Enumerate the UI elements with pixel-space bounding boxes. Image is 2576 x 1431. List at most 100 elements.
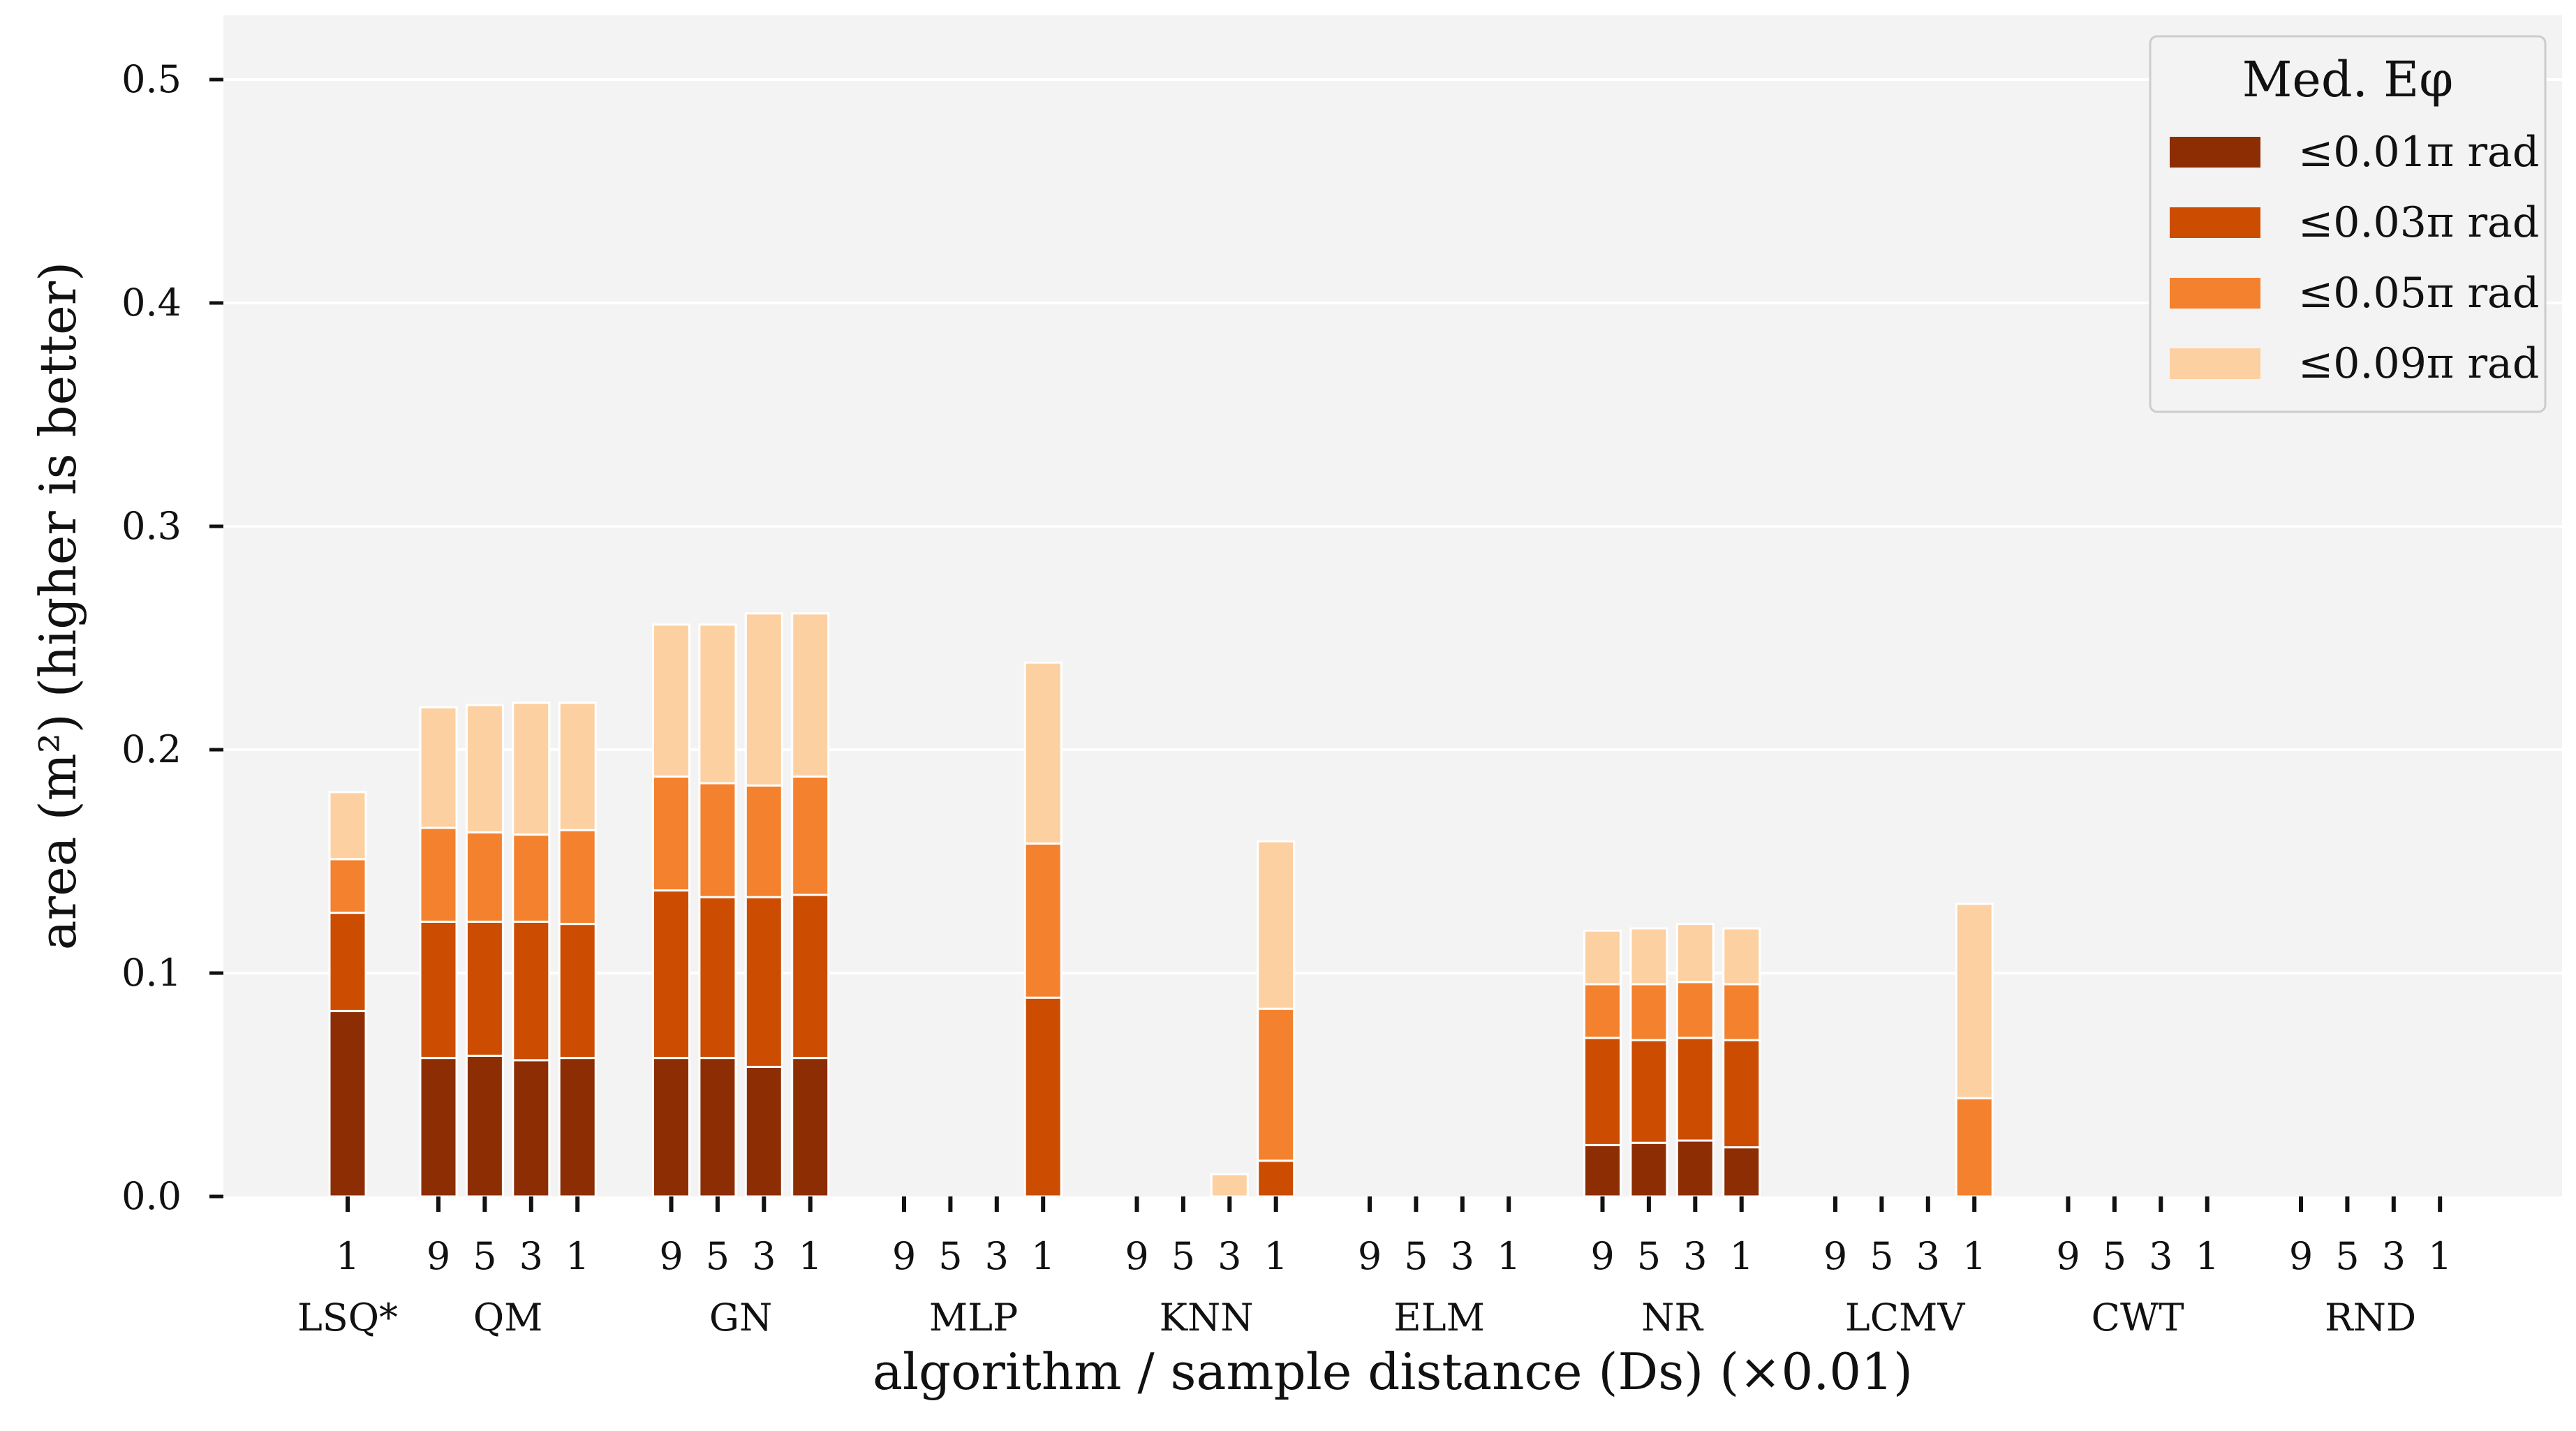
- group-label-0: LSQ*: [297, 1296, 398, 1340]
- group-label-4: KNN: [1160, 1296, 1254, 1340]
- group-label-8: CWT: [2092, 1296, 2184, 1340]
- x-tick-label-8-1: 5: [2103, 1234, 2126, 1278]
- x-tick-label-2-2: 3: [752, 1234, 776, 1278]
- bar-gn-5-seg0: [698, 1057, 737, 1198]
- bar-nr-3-seg0: [1675, 1139, 1715, 1198]
- bar-qm-3-seg0: [512, 1059, 551, 1198]
- x-tick-label-8-0: 9: [2056, 1234, 2080, 1278]
- bar-qm-3-seg3: [512, 702, 551, 836]
- bar-knn-1-seg2: [1257, 1007, 1296, 1162]
- legend-label-3: ≤0.09π rad: [2298, 339, 2539, 388]
- x-tick-label-7-1: 5: [1870, 1234, 1893, 1278]
- bar-gn-9-seg1: [652, 889, 690, 1060]
- bar-nr-9-seg2: [1583, 983, 1622, 1039]
- y-tick-label-0: 0.0: [121, 1174, 182, 1218]
- x-tick-label-4-0: 9: [1125, 1234, 1148, 1278]
- bar-knn-1-seg1: [1257, 1159, 1296, 1198]
- x-tick-label-4-1: 5: [1171, 1234, 1195, 1278]
- x-tick-label-2-1: 5: [706, 1234, 730, 1278]
- bar-gn-5-seg3: [698, 623, 737, 785]
- y-tick-label-2: 0.2: [121, 727, 182, 771]
- x-tick-label-3-1: 5: [938, 1234, 962, 1278]
- y-tick-label-5: 0.5: [121, 57, 182, 101]
- group-label-5: ELM: [1393, 1296, 1485, 1340]
- bar-mlp-1-seg2: [1023, 842, 1063, 999]
- bar-qm-3-seg2: [512, 833, 551, 923]
- bar-gn-5-seg2: [698, 782, 737, 898]
- bar-nr-9-seg0: [1583, 1143, 1622, 1198]
- x-tick-label-3-2: 3: [985, 1234, 1009, 1278]
- legend-swatch-3: [2170, 348, 2260, 379]
- x-tick-label-8-3: 1: [2196, 1234, 2219, 1278]
- bar-nr-3-seg2: [1675, 981, 1715, 1039]
- group-label-2: GN: [709, 1296, 772, 1340]
- x-tick-label-2-0: 9: [659, 1234, 683, 1278]
- bar-qm-3-seg1: [512, 920, 551, 1062]
- legend-frame: [2149, 35, 2547, 413]
- legend-swatch-1: [2170, 207, 2260, 238]
- x-tick-label-5-0: 9: [1358, 1234, 1382, 1278]
- bar-lsq-1-seg2: [328, 858, 367, 914]
- y-axis: 0.0 0.1 0.2 0.3 0.4 0.5: [121, 57, 223, 1218]
- bar-qm-1-seg3: [558, 702, 597, 831]
- bar-gn-1-seg0: [791, 1057, 830, 1198]
- x-tick-label-9-2: 3: [2382, 1234, 2406, 1278]
- bar-mlp-1-seg1: [1023, 996, 1063, 1198]
- bar-qm-9-seg0: [419, 1057, 458, 1198]
- x-tick-label-6-2: 3: [1683, 1234, 1707, 1278]
- bar-gn-3-seg3: [744, 612, 783, 787]
- group-label-3: MLP: [929, 1296, 1019, 1340]
- x-tick-label-0-0: 1: [336, 1234, 360, 1278]
- y-tick-label-4: 0.4: [121, 281, 182, 325]
- group-label-9: RND: [2325, 1296, 2416, 1340]
- x-tick-label-3-0: 9: [892, 1234, 916, 1278]
- bar-knn-3-seg3: [1210, 1173, 1249, 1198]
- bar-gn-3-seg1: [744, 896, 783, 1068]
- bar-nr-5-seg2: [1629, 983, 1668, 1041]
- bar-gn-9-seg3: [652, 623, 690, 778]
- bar-qm-9-seg2: [419, 826, 458, 923]
- bar-qm-9-seg3: [419, 706, 458, 829]
- y-axis-label: area (m²) (higher is better): [29, 262, 87, 950]
- bar-qm-5-seg0: [465, 1054, 504, 1198]
- bar-gn-9-seg2: [652, 775, 690, 892]
- bar-knn-1-seg3: [1257, 840, 1296, 1010]
- legend-swatch-0: [2170, 137, 2260, 168]
- bar-gn-9-seg0: [652, 1057, 690, 1198]
- bar-nr-9-seg3: [1583, 929, 1622, 986]
- x-tick-label-3-3: 1: [1031, 1234, 1055, 1278]
- legend-label-0: ≤0.01π rad: [2298, 128, 2539, 177]
- legend-label-2: ≤0.05π rad: [2298, 269, 2539, 318]
- x-tick-label-2-3: 1: [799, 1234, 822, 1278]
- x-tick-label-1-1: 5: [473, 1234, 496, 1278]
- x-tick-label-5-1: 5: [1404, 1234, 1428, 1278]
- bar-nr-1-seg1: [1722, 1039, 1761, 1149]
- x-tick-label-1-2: 3: [519, 1234, 543, 1278]
- bar-qm-1-seg2: [558, 829, 597, 926]
- bar-lcmv-1-seg3: [1955, 903, 1994, 1099]
- bar-gn-1-seg3: [791, 612, 830, 778]
- x-tick-label-7-0: 9: [1823, 1234, 1847, 1278]
- bar-gn-5-seg1: [698, 896, 737, 1060]
- legend-swatch-2: [2170, 278, 2260, 309]
- y-tick-label-3: 0.3: [121, 504, 182, 548]
- group-label-7: LCMV: [1845, 1296, 1965, 1340]
- bar-qm-5-seg1: [465, 920, 504, 1057]
- grid: [223, 78, 2562, 974]
- bar-nr-5-seg1: [1629, 1039, 1668, 1144]
- bar-nr-5-seg3: [1629, 927, 1668, 986]
- bar-nr-3-seg3: [1675, 923, 1715, 984]
- bar-nr-1-seg3: [1722, 927, 1761, 986]
- x-tick-label-9-1: 5: [2335, 1234, 2359, 1278]
- bar-lsq-1-seg1: [328, 912, 367, 1012]
- x-tick-label-7-2: 3: [1916, 1234, 1940, 1278]
- bar-gn-1-seg2: [791, 775, 830, 896]
- x-tick-label-6-3: 1: [1730, 1234, 1754, 1278]
- bar-qm-1-seg1: [558, 923, 597, 1060]
- x-tick-label-9-0: 9: [2289, 1234, 2313, 1278]
- bar-gn-3-seg2: [744, 784, 783, 898]
- bar-qm-1-seg0: [558, 1057, 597, 1198]
- bar-qm-5-seg3: [465, 704, 504, 833]
